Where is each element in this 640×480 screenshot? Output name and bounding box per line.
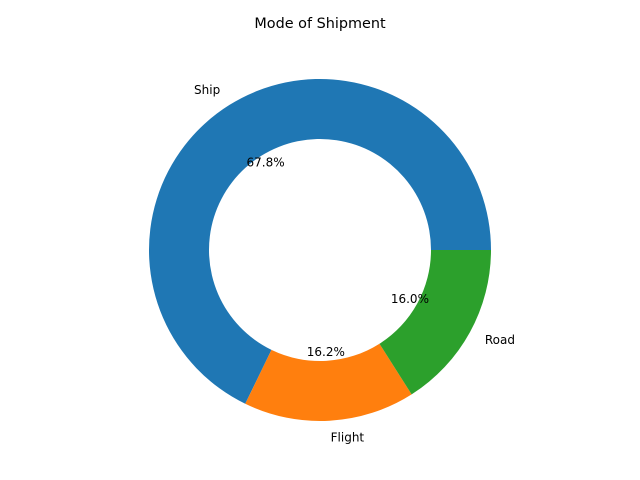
slice-label-ship: Ship: [194, 83, 220, 97]
slice-flight: [245, 343, 412, 421]
slice-ship: [149, 79, 492, 404]
slice-label-road: Road: [485, 333, 515, 347]
slice-road: [379, 250, 491, 395]
chart-title: Mode of Shipment: [254, 16, 386, 32]
slice-label-flight: Flight: [331, 430, 365, 444]
slice-labels: Ship 67.8% Flight 16.2% Road 16.0%: [194, 83, 515, 444]
slice-pct-road: 16.0%: [391, 292, 429, 306]
slice-pct-ship: 67.8%: [247, 156, 285, 170]
donut-slices: [149, 79, 492, 421]
slice-pct-flight: 16.2%: [307, 345, 345, 359]
